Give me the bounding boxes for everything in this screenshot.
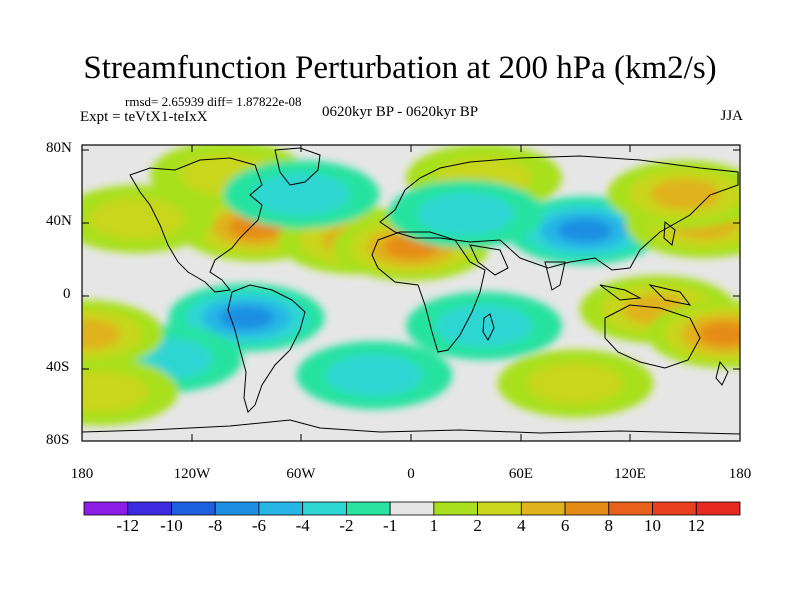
colorbar-tick-label: 12 <box>687 516 705 535</box>
anomaly-contour-s-pacific-high <box>82 370 149 413</box>
colorbar-swatch <box>608 501 653 516</box>
colorbar-swatch <box>652 501 697 516</box>
colorbar-tick-label: -6 <box>251 516 266 535</box>
colorbar-swatch <box>83 501 129 516</box>
colorbar-swatch <box>477 501 522 516</box>
lat-tick-label: 0 <box>63 286 71 302</box>
anomaly-field <box>82 145 740 426</box>
colorbar-swatch <box>258 501 304 516</box>
lon-tick-label: 120W <box>173 466 211 482</box>
lon-tick-label: 180 <box>728 466 752 482</box>
experiment-label: Expt = teVtX1-teIxX <box>80 109 208 125</box>
anomaly-contour-nw-pacific-high <box>650 179 720 210</box>
colorbar-swatch <box>345 501 391 516</box>
colorbar-tick-label: -2 <box>339 516 354 535</box>
lon-tick-label: 120E <box>614 466 646 482</box>
anomaly-contour-canada-low <box>253 173 350 216</box>
lon-tick-label: 180 <box>70 466 94 482</box>
colorbar-swatch <box>214 501 260 516</box>
lat-tick-label: 40N <box>46 213 72 229</box>
colorbar-swatch <box>564 501 610 516</box>
anomaly-contour-europe-low <box>417 193 514 235</box>
lat-tick-label: 40S <box>46 359 70 375</box>
rmsd-diff-stats: rmsd= 2.65939 diff= 1.87822e-08 <box>125 94 302 109</box>
colorbar-tick-label: -4 <box>295 516 310 535</box>
colorbar-swatch <box>302 501 347 516</box>
anomaly-contour-date-line-west-high <box>82 319 121 350</box>
colorbar-swatch <box>433 501 479 516</box>
colorbar-swatch <box>520 501 566 516</box>
colorbar-swatch <box>389 501 435 516</box>
colorbar-tick-label: -1 <box>383 516 398 535</box>
lon-tick-label: 60E <box>508 466 534 482</box>
anomaly-contour-s-america-low <box>219 305 274 330</box>
colorbar-swatch <box>171 501 216 516</box>
lat-tick-label: 80S <box>46 432 70 448</box>
anomaly-contour-sw-pacific-high <box>698 322 740 346</box>
lat-tick-label: 80N <box>46 140 72 156</box>
colorbar-tick-label: 1 <box>429 516 439 535</box>
colorbar-tick-label: 8 <box>604 516 614 535</box>
period-label: 0620kyr BP - 0620kyr BP <box>322 104 479 120</box>
colorbar-swatch <box>127 501 172 516</box>
colorbar-tick-label: 4 <box>517 516 526 535</box>
colorbar-tick-label: -8 <box>208 516 223 535</box>
anomaly-contour-s-indian-low <box>436 304 533 347</box>
axis-ticks <box>81 145 741 442</box>
colorbar-tick-label: 2 <box>473 516 482 535</box>
colorbar-tick-label: 6 <box>560 516 570 535</box>
colorbar-tick-label: 10 <box>644 516 662 535</box>
colorbar <box>83 501 741 516</box>
chart-title: Streamfunction Perturbation at 200 hPa (… <box>83 50 717 86</box>
colorbar-tick-label: -10 <box>160 516 183 535</box>
anomaly-contour-east-pacific-high <box>88 198 185 240</box>
colorbar-tick-label: -12 <box>116 516 140 535</box>
anomaly-contour-s-ocean-high <box>527 362 624 405</box>
colorbar-swatch <box>695 501 741 516</box>
lon-tick-label: 60W <box>286 466 316 482</box>
season-label: JJA <box>720 108 743 124</box>
lon-tick-label: 0 <box>407 466 415 482</box>
anomaly-contour-asia-low <box>557 218 612 243</box>
anomaly-contour-s-atlantic-low <box>326 354 423 397</box>
coastlines <box>82 147 740 435</box>
